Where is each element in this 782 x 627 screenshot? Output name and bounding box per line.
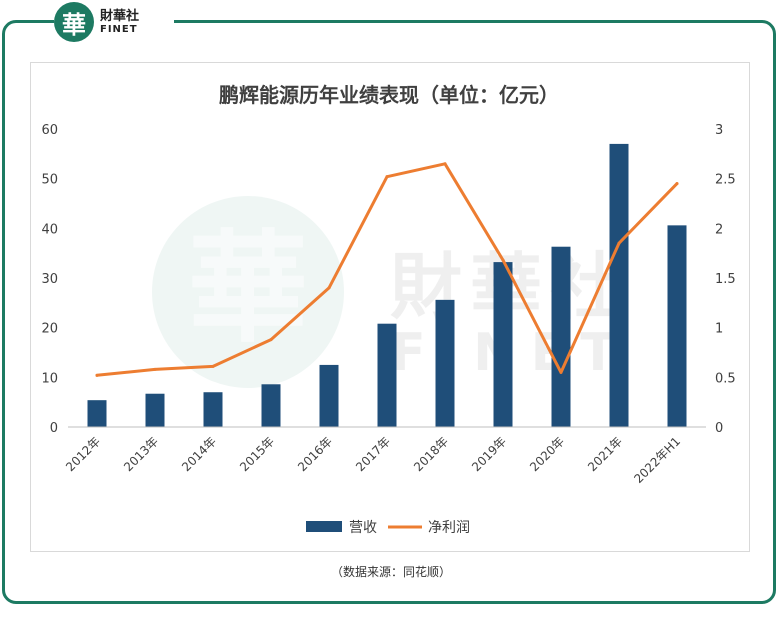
profit-point	[211, 364, 215, 368]
revenue-bar	[203, 392, 223, 427]
left-axis-ticks: 0 10 20 30 40 50 60	[41, 123, 58, 436]
x-tick-label: 2016年	[295, 434, 335, 474]
x-tick-label: 2015年	[237, 434, 277, 474]
legend-bar-label: 营收	[349, 520, 377, 536]
revenue-bar	[609, 143, 629, 427]
profit-point	[559, 370, 563, 374]
profit-point	[153, 367, 157, 371]
profit-point	[269, 338, 273, 342]
x-tick-label: 2019年	[469, 434, 509, 474]
chart-title: 鹏辉能源历年业绩表现（单位：亿元）	[219, 83, 559, 107]
brand-seal: 華	[54, 2, 94, 42]
brand-name-en: FINET	[100, 23, 138, 35]
revenue-bar	[87, 400, 107, 427]
left-tick-label: 10	[41, 371, 58, 386]
right-tick-label: 2	[715, 222, 723, 237]
left-tick-label: 30	[41, 272, 58, 287]
brand-text: 財華社 FINET	[100, 10, 139, 35]
right-tick-label: 1	[715, 322, 723, 337]
x-tick-label: 2013年	[121, 434, 161, 474]
revenue-bars	[87, 143, 687, 427]
right-tick-label: 1.5	[715, 272, 736, 287]
right-tick-label: 3	[715, 123, 723, 138]
chart-panel	[30, 62, 750, 552]
left-tick-label: 60	[41, 123, 58, 138]
profit-point	[95, 373, 99, 377]
x-tick-label: 2014年	[179, 434, 219, 474]
brand-name-cn: 財華社	[100, 8, 140, 24]
revenue-bar	[145, 393, 165, 427]
x-tick-label: 2021年	[585, 434, 625, 474]
profit-point	[385, 175, 389, 179]
left-tick-label: 50	[41, 173, 58, 188]
x-axis-labels: 2012年 2013年 2014年 2015年 2016年 2017年 2018年 2019年…	[63, 434, 683, 486]
revenue-bar	[667, 225, 687, 427]
legend: 营收 净利润	[306, 520, 470, 536]
profit-point	[443, 162, 447, 166]
left-tick-label: 0	[50, 421, 58, 436]
brand-logo: 華 財華社 FINET	[54, 2, 174, 42]
revenue-bar	[551, 246, 571, 427]
watermark-seal-circle	[152, 196, 344, 388]
legend-line-label: 净利润	[428, 520, 470, 536]
revenue-bar	[377, 323, 397, 427]
left-tick-label: 40	[41, 222, 58, 237]
profit-point	[501, 258, 505, 262]
profit-point	[675, 182, 679, 186]
outer-frame	[2, 20, 776, 604]
profit-point	[327, 286, 331, 290]
right-tick-label: 0	[715, 421, 723, 436]
profit-point	[617, 241, 621, 245]
revenue-bar	[319, 364, 339, 427]
source-note: （数据来源：同花顺）	[330, 565, 451, 579]
profit-line	[95, 162, 679, 377]
watermark-seal-char: 華	[188, 218, 308, 359]
revenue-bar	[493, 262, 513, 427]
revenue-bar	[261, 384, 281, 427]
right-tick-label: 0.5	[715, 371, 736, 386]
right-tick-label: 2.5	[715, 173, 736, 188]
legend-bar-swatch	[306, 521, 342, 532]
right-axis-ticks: 0 0.5 1 1.5 2 2.5 3	[715, 123, 736, 436]
x-tick-label: 2022年H1	[631, 434, 683, 486]
x-tick-label: 2017年	[353, 434, 393, 474]
left-tick-label: 20	[41, 322, 58, 337]
x-tick-label: 2012年	[63, 434, 103, 474]
x-tick-label: 2020年	[527, 434, 567, 474]
x-tick-label: 2018年	[411, 434, 451, 474]
revenue-bar	[435, 299, 455, 427]
